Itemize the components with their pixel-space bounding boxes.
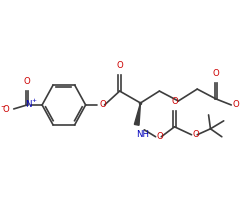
Text: O: O [171, 97, 178, 106]
Text: O: O [192, 130, 199, 139]
Text: O: O [213, 69, 220, 78]
Text: O: O [2, 105, 9, 114]
Polygon shape [134, 103, 140, 125]
Text: NH: NH [136, 130, 149, 139]
Text: O: O [156, 132, 163, 141]
Text: O: O [100, 100, 107, 109]
Text: O: O [116, 61, 123, 70]
Text: O: O [232, 100, 239, 109]
Text: +: + [32, 98, 37, 103]
Text: −: − [0, 103, 5, 108]
Text: O: O [24, 77, 30, 86]
Text: N: N [26, 100, 32, 109]
